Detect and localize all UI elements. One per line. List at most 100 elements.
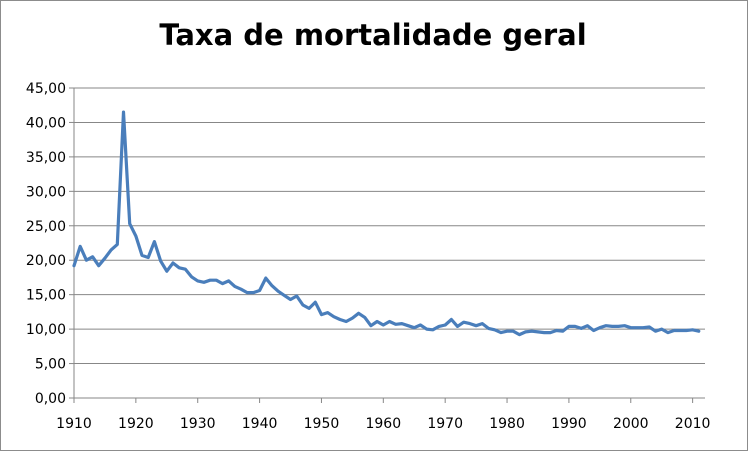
data-point (165, 270, 168, 273)
data-point (555, 329, 558, 332)
data-point (592, 329, 595, 332)
data-point (685, 329, 688, 332)
y-tick-label: 40,00 (26, 115, 66, 131)
data-point (320, 313, 323, 316)
data-point (184, 267, 187, 271)
data-point (586, 324, 589, 327)
data-point (314, 301, 317, 304)
x-tick-label: 1950 (304, 416, 340, 432)
data-point (499, 331, 503, 334)
series-group (72, 110, 701, 337)
x-tick-label: 1930 (180, 416, 216, 432)
data-point (512, 329, 515, 333)
y-tick-label: 10,00 (26, 322, 66, 338)
data-point (679, 329, 682, 332)
data-point (147, 256, 150, 259)
data-point (660, 327, 663, 331)
x-tick-label: 2000 (613, 416, 649, 432)
data-point (344, 320, 348, 323)
data-point (375, 320, 379, 323)
data-point (567, 325, 571, 328)
data-point (598, 326, 602, 329)
data-point (357, 312, 360, 315)
data-point (450, 318, 453, 321)
y-tick-label: 45,00 (26, 81, 66, 97)
data-point (239, 287, 243, 291)
y-tick-label: 25,00 (26, 219, 66, 235)
data-point (264, 276, 267, 280)
y-tick-label: 5,00 (35, 357, 66, 373)
data-point (307, 307, 311, 310)
data-point (388, 320, 391, 323)
x-tick-label: 1980 (489, 416, 525, 432)
data-point (443, 323, 447, 327)
x-tick-label: 1910 (56, 416, 92, 432)
data-point (258, 289, 261, 292)
data-point (530, 329, 533, 333)
y-tick-label: 15,00 (26, 288, 66, 304)
data-point (641, 326, 645, 329)
data-point (295, 294, 298, 298)
data-point (561, 329, 564, 333)
data-point (78, 245, 82, 248)
data-point (549, 331, 552, 334)
data-point (369, 324, 373, 327)
data-point (338, 318, 342, 321)
data-point (635, 326, 639, 329)
x-tick-label: 1990 (551, 416, 587, 432)
data-point (116, 243, 119, 246)
data-point (629, 326, 632, 329)
data-point (580, 327, 583, 330)
data-point (208, 279, 212, 282)
y-tick-label: 20,00 (26, 253, 66, 269)
data-point (400, 322, 404, 325)
x-axis-ticks: 1910 1920 1930 1940 1950 1960 1970 1980 1990 2000… (56, 416, 710, 432)
x-tick-label: 2010 (675, 416, 711, 432)
data-point (654, 329, 657, 333)
data-point (289, 298, 292, 301)
data-point (301, 303, 305, 307)
data-point (246, 291, 249, 294)
data-point (128, 222, 131, 225)
data-point (474, 324, 478, 327)
data-point (122, 110, 125, 114)
data-point (462, 321, 465, 324)
data-point (332, 315, 336, 318)
data-point (202, 281, 206, 284)
data-point (171, 261, 175, 265)
data-point (270, 284, 274, 287)
data-point (623, 324, 626, 327)
data-point (672, 329, 676, 332)
x-tick-label: 1970 (427, 416, 463, 432)
data-point (153, 240, 156, 243)
y-tick-label: 30,00 (26, 184, 66, 200)
data-point (524, 330, 527, 334)
data-point (109, 248, 113, 252)
x-tick-label: 1960 (365, 416, 401, 432)
data-point (221, 282, 224, 285)
data-point (177, 266, 181, 269)
data-point (437, 325, 441, 328)
data-point (159, 259, 162, 263)
axes (69, 87, 705, 403)
data-point (227, 279, 230, 283)
data-point (85, 259, 88, 262)
data-point (196, 279, 199, 283)
data-point (233, 285, 237, 288)
data-point (276, 290, 280, 293)
data-point (190, 275, 193, 278)
data-point (481, 322, 484, 325)
data-point (536, 330, 540, 334)
data-point (505, 329, 509, 333)
series-line (72, 110, 701, 337)
data-point (666, 331, 670, 334)
data-point (406, 324, 410, 327)
data-point (518, 333, 521, 336)
data-point (72, 264, 76, 267)
data-point (425, 327, 428, 331)
y-tick-label: 0,00 (35, 391, 66, 407)
data-point (103, 256, 107, 260)
data-point (413, 326, 416, 329)
data-point (604, 324, 608, 327)
